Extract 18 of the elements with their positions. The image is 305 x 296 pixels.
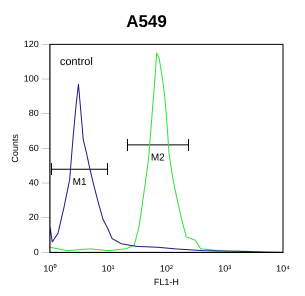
x-tick-label: 10⁰ — [43, 263, 56, 274]
x-tick-label: 10⁴ — [276, 263, 290, 274]
annotation: control — [60, 56, 93, 68]
series-label: M1 — [72, 176, 87, 188]
y-tick-label: 40 — [28, 178, 39, 188]
series-label: M2 — [150, 152, 166, 164]
chart-title: A549 — [126, 12, 167, 31]
y-tick-label: 120 — [24, 38, 39, 49]
y-tick-label: 100 — [24, 74, 39, 84]
y-tick-label: 0 — [34, 246, 39, 257]
x-tick-label: 10¹ — [102, 263, 115, 274]
x-tick-label: 10² — [160, 263, 173, 274]
y-tick-label: 80 — [28, 108, 39, 118]
y-tick-label: 20 — [28, 212, 39, 222]
y-tick-label: 60 — [28, 142, 39, 153]
x-tick-label: 10³ — [218, 263, 232, 274]
x-axis-title: FL1-H — [154, 277, 179, 288]
y-axis-title: Counts — [10, 134, 20, 163]
